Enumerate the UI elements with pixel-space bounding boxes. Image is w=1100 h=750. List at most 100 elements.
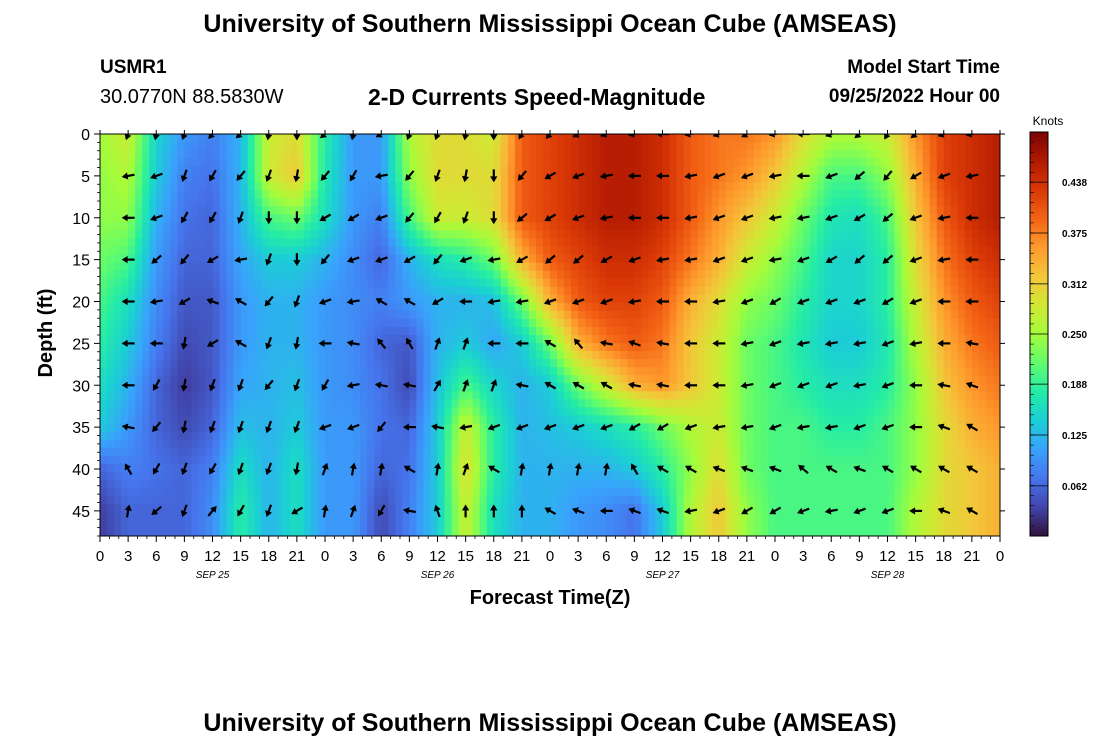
heatmap-cell <box>233 246 242 256</box>
heatmap-cell <box>247 206 256 215</box>
heatmap-cell <box>444 310 453 320</box>
heatmap-cell <box>831 423 839 433</box>
heatmap-cell <box>746 375 755 384</box>
heatmap-cell <box>268 407 277 416</box>
heatmap-cell <box>191 278 200 288</box>
heatmap-cell <box>458 238 467 248</box>
heatmap-cell <box>191 423 200 433</box>
heatmap-cell <box>831 351 839 360</box>
heatmap-cell <box>100 142 108 151</box>
heatmap-cell <box>922 375 931 384</box>
heatmap-cell <box>950 174 959 183</box>
heatmap-cell <box>479 246 488 256</box>
heatmap-cell <box>374 190 382 199</box>
heatmap-cell <box>760 246 769 256</box>
heatmap-cell <box>332 359 340 368</box>
heatmap-cell <box>360 158 368 167</box>
heatmap-cell <box>978 174 987 183</box>
heatmap-cell <box>578 214 586 224</box>
heatmap-cell <box>718 391 727 400</box>
heatmap-cell <box>465 278 474 288</box>
heatmap-cell <box>901 278 910 288</box>
heatmap-cell <box>978 166 987 175</box>
heatmap-cell <box>550 158 558 167</box>
heatmap-cell <box>156 142 164 151</box>
heatmap-cell <box>929 150 938 159</box>
heatmap-cell <box>592 399 600 408</box>
heatmap-cell <box>936 407 945 416</box>
heatmap-cell <box>613 158 621 167</box>
heatmap-cell <box>177 230 185 240</box>
heatmap-cell <box>282 150 291 159</box>
heatmap-cell <box>557 150 565 159</box>
heatmap-cell <box>100 294 108 304</box>
heatmap-cell <box>599 174 607 183</box>
heatmap-cell <box>908 431 917 441</box>
heatmap-cell <box>760 134 769 143</box>
heatmap-cell <box>325 230 333 240</box>
heatmap-cell <box>353 375 361 384</box>
heatmap-cell <box>500 415 509 425</box>
heatmap-cell <box>838 134 846 143</box>
heatmap-cell <box>985 198 994 207</box>
heatmap-cell <box>915 142 924 151</box>
heatmap-cell <box>254 302 263 312</box>
heatmap-cell <box>128 359 136 368</box>
heatmap-cell <box>430 222 439 232</box>
heatmap-cell <box>655 391 664 400</box>
heatmap-cell <box>114 359 122 368</box>
heatmap-cell <box>985 214 994 224</box>
heatmap-cell <box>332 150 340 159</box>
heatmap-cell <box>585 262 593 272</box>
heatmap-cell <box>472 270 481 280</box>
heatmap-cell <box>184 150 193 159</box>
heatmap-cell <box>437 182 446 191</box>
heatmap-cell <box>156 134 164 143</box>
heatmap-cell <box>739 326 748 336</box>
heatmap-cell <box>915 326 924 336</box>
heatmap-cell <box>718 318 727 328</box>
heatmap-cell <box>606 254 614 264</box>
heatmap-cell <box>528 262 537 272</box>
heatmap-cell <box>852 238 860 248</box>
heatmap-cell <box>648 262 657 272</box>
heatmap-cell <box>571 150 579 159</box>
heatmap-cell <box>163 182 171 191</box>
heatmap-cell <box>247 439 256 449</box>
heatmap-cell <box>296 238 305 248</box>
heatmap-cell <box>957 214 966 224</box>
heatmap-cell <box>550 399 558 408</box>
heatmap-cell <box>198 383 207 392</box>
heatmap-cell <box>451 166 460 175</box>
heatmap-cell <box>599 326 607 336</box>
heatmap-cell <box>838 158 846 167</box>
heatmap-cell <box>423 343 432 352</box>
heatmap-cell <box>732 158 741 167</box>
heatmap-cell <box>205 278 214 288</box>
heatmap-cell <box>964 302 973 312</box>
heatmap-cell <box>205 439 214 449</box>
heatmap-cell <box>810 375 818 384</box>
heatmap-cell <box>479 222 488 232</box>
heatmap-cell <box>634 415 643 425</box>
heatmap-cell <box>465 222 474 232</box>
heatmap-cell <box>613 415 621 425</box>
heatmap-cell <box>219 222 228 232</box>
heatmap-cell <box>332 367 340 376</box>
heatmap-cell <box>465 383 474 392</box>
heatmap-cell <box>451 238 460 248</box>
heatmap-cell <box>437 326 446 336</box>
heatmap-cell <box>810 318 818 328</box>
heatmap-cell <box>100 270 108 280</box>
heatmap-cell <box>760 238 769 248</box>
heatmap-cell <box>303 351 312 360</box>
heatmap-cell <box>901 174 910 183</box>
heatmap-cell <box>718 222 727 232</box>
heatmap-cell <box>627 383 635 392</box>
heatmap-cell <box>437 142 446 151</box>
heatmap-cell <box>282 383 291 392</box>
heatmap-cell <box>697 254 706 264</box>
heatmap-cell <box>606 262 614 272</box>
heatmap-cell <box>367 166 375 175</box>
heatmap-cell <box>592 391 600 400</box>
